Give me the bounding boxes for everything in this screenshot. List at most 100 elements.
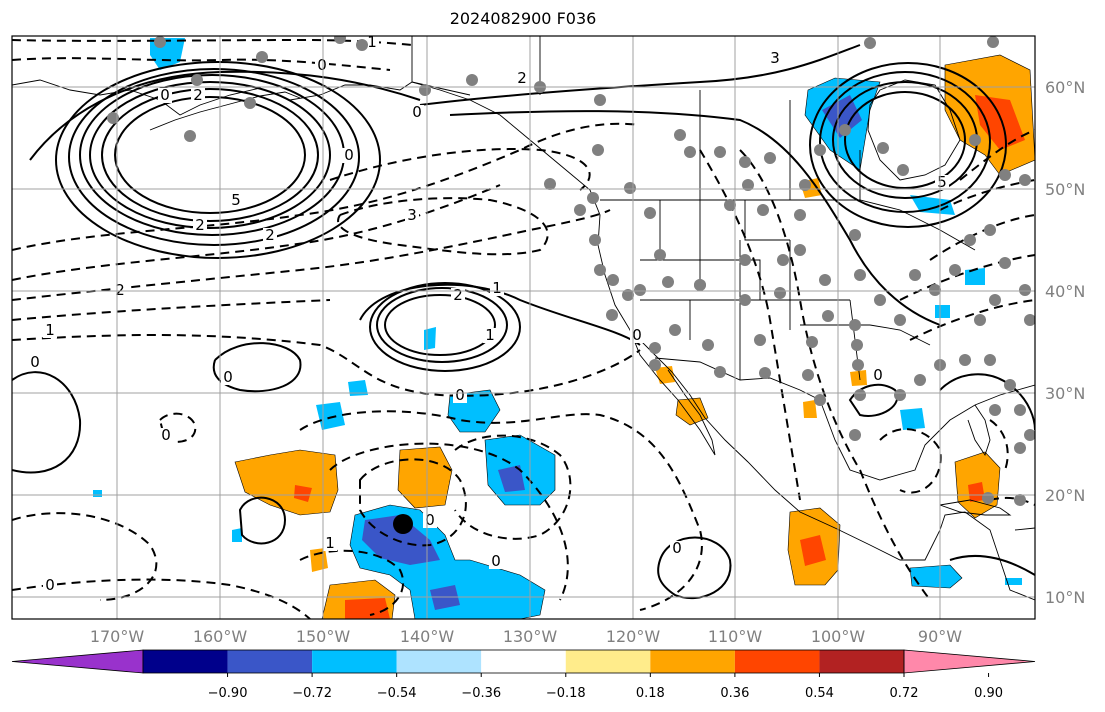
contour-solid [809,62,1007,228]
lon-label: 110°W [708,627,763,646]
contour-label: 0 [344,146,354,164]
station-dot [894,389,906,401]
station-dot [594,94,606,106]
station-dot [982,492,994,504]
lat-label: 10°N [1045,588,1085,607]
station-dot [987,36,999,48]
station-dot [849,319,861,331]
station-dot [1014,404,1026,416]
station-dot [649,342,661,354]
shade-negative [1005,578,1022,585]
contour-label: 0 [45,576,55,594]
contour-dashed [12,57,391,71]
station-dot [999,169,1011,181]
contour-label: 0 [455,386,465,404]
lat-label: 60°N [1045,78,1085,97]
contour-solid [238,496,287,545]
contour-label-bg [159,428,173,443]
shade-strong-positive [800,535,826,566]
contour-label-bg [28,355,42,370]
contour-label-bg [490,281,504,296]
station-dot [897,164,909,176]
contour-dashed [299,410,703,611]
lon-label: 90°W [918,627,962,646]
map-frame [11,35,1036,620]
station-dot [594,264,606,276]
station-dot [984,354,996,366]
station-dot [999,257,1011,269]
station-dot [607,274,619,286]
longitude-labels: 170°W 160°W 150°W 140°W 130°W 120°W 110°W 100°W… [90,627,962,646]
shade-positive [397,446,453,509]
station-dot [739,294,751,306]
contour-dashed [12,184,501,281]
contour-label-bg [935,175,949,190]
station-dot [1024,429,1035,441]
station-dot [662,276,674,288]
contour-dashed [989,419,1009,471]
station-dot [839,124,851,136]
station-dot [634,284,646,296]
lon-label: 120°W [606,627,661,646]
station-dot [694,279,706,291]
contour-label: 1 [485,326,495,344]
colorbar-tick-label: 0.36 [720,686,749,701]
contour-dashed [12,38,413,46]
station-dot [606,309,618,321]
station-dot [739,254,751,266]
colorbar-segment [819,650,904,673]
contour-label-bg [263,228,277,243]
contour-label: 2 [517,69,527,87]
station-dot [794,244,806,256]
station-dot [622,289,634,301]
contour-solid [114,96,306,214]
station-dot [802,369,814,381]
contour-label-bg [453,388,467,403]
contour-solid [949,554,1035,576]
shade-negative [316,402,345,430]
station-dot [191,74,203,86]
station-dot [759,367,771,379]
colorbar-segment [650,650,735,673]
station-dot [1019,174,1031,186]
contour-solid [12,371,82,474]
station-dot [356,39,368,51]
contour-label-bg [515,71,529,86]
colorbar-frame [142,649,905,674]
contour-solid [369,282,521,372]
shade-strong-positive [345,598,390,619]
station-dot [1024,314,1035,326]
station-dot [984,224,996,236]
station-dot [1004,379,1016,391]
contour-label: 0 [672,539,682,557]
lat-label: 50°N [1045,180,1085,199]
station-dot [1014,494,1026,506]
contour-dashed [12,122,641,251]
lon-label: 150°W [296,627,351,646]
station-dot [814,144,826,156]
coastline-alaska [12,79,413,116]
shade-negative [900,408,925,430]
station-dot [334,36,346,44]
contour-label: 1 [367,33,377,51]
contour-label: 1 [492,279,502,297]
contour-label-bg [489,554,503,569]
contour-solid [89,81,331,229]
station-dot [1019,284,1031,296]
colorbar-tick-label: 0.72 [890,686,919,701]
shade-strong-positive [294,485,312,502]
station-dot [974,314,986,326]
station-dot [851,339,863,351]
station-dot [854,389,866,401]
station-dot [624,182,636,194]
contour-label: 2 [193,86,203,104]
shade-strong-positive [968,482,985,502]
map-title: 2024082900 F036 [449,9,597,28]
station-dot [589,234,601,246]
station-dot [894,314,906,326]
station-dot [799,179,811,191]
coastline-gulf [819,384,1035,481]
contour-label-bg [365,35,379,50]
station-dot [714,146,726,158]
